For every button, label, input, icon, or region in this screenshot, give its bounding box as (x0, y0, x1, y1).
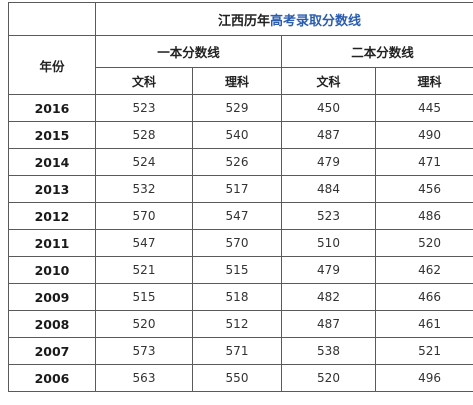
table-row: 2009 515 518 482 466 (8, 283, 473, 311)
title-blank-cell (8, 2, 96, 36)
group-header-row: 年份 一本分数线 二本分数线 (8, 35, 473, 95)
tier2-science-cell: 462 (374, 256, 473, 284)
tier2-arts-cell: 487 (281, 310, 376, 338)
table-row: 2008 520 512 487 461 (8, 310, 473, 338)
tier2-arts-cell: 479 (281, 256, 376, 284)
group-header-tier2: 二本分数线 (280, 35, 473, 68)
tier2-science-cell: 471 (374, 148, 473, 176)
tier1-arts-cell: 521 (95, 256, 193, 284)
year-column-header: 年份 (8, 35, 96, 95)
sub-header-tier1-arts: 文科 (95, 67, 193, 95)
table-row: 2006 563 550 520 496 (8, 364, 473, 392)
tier1-arts-cell: 528 (95, 121, 193, 149)
tier2-science-cell: 490 (374, 121, 473, 149)
table-row: 2014 524 526 479 471 (8, 148, 473, 176)
tier2-science-cell: 445 (374, 94, 473, 122)
tier1-arts-cell: 532 (95, 175, 193, 203)
year-cell: 2011 (8, 229, 96, 257)
year-cell: 2015 (8, 121, 96, 149)
tier1-science-cell: 526 (192, 148, 282, 176)
year-cell: 2014 (8, 148, 96, 176)
table-title-link[interactable]: 高考录取分数线 (270, 13, 362, 29)
tier2-science-cell: 486 (374, 202, 473, 230)
sub-header-tier1-science: 理科 (192, 67, 282, 95)
table-row: 2010 521 515 479 462 (8, 256, 473, 284)
tier1-arts-cell: 563 (95, 364, 193, 392)
tier1-science-cell: 518 (192, 283, 282, 311)
tier1-arts-cell: 524 (95, 148, 193, 176)
tier1-science-cell: 550 (192, 364, 282, 392)
year-cell: 2016 (8, 94, 96, 122)
tier1-science-cell: 540 (192, 121, 282, 149)
year-cell: 2008 (8, 310, 96, 338)
year-cell: 2013 (8, 175, 96, 203)
table-row: 2013 532 517 484 456 (8, 175, 473, 203)
year-cell: 2006 (8, 364, 96, 392)
tier2-arts-cell: 482 (281, 283, 376, 311)
tier2-science-cell: 521 (374, 337, 473, 365)
tier2-science-cell: 520 (374, 229, 473, 257)
tier2-science-cell: 466 (374, 283, 473, 311)
tier2-arts-cell: 487 (281, 121, 376, 149)
tier2-science-cell: 461 (374, 310, 473, 338)
tier1-arts-cell: 523 (95, 94, 193, 122)
sub-header-row: 文科 理科 文科 理科 (9, 67, 473, 95)
tier2-arts-cell: 523 (281, 202, 376, 230)
tier2-arts-cell: 510 (281, 229, 376, 257)
table-row: 2016 523 529 450 445 (8, 94, 473, 122)
table-body: 2016 523 529 450 445 2015 528 540 487 490 2014 524 5… (8, 94, 473, 392)
tier1-arts-cell: 573 (95, 337, 193, 365)
tier1-arts-cell: 520 (95, 310, 193, 338)
tier2-arts-cell: 479 (281, 148, 376, 176)
sub-header-tier2-science: 理科 (374, 67, 473, 95)
tier2-arts-cell: 450 (281, 94, 376, 122)
table-title: 江西历年高考录取分数线 (94, 2, 473, 36)
table-row: 2015 528 540 487 490 (8, 121, 473, 149)
tier1-science-cell: 515 (192, 256, 282, 284)
tier1-arts-cell: 547 (95, 229, 193, 257)
table-row: 2011 547 570 510 520 (8, 229, 473, 257)
year-cell: 2007 (8, 337, 96, 365)
tier1-science-cell: 512 (192, 310, 282, 338)
table-title-prefix: 江西历年 (218, 13, 271, 29)
tier2-arts-cell: 538 (281, 337, 376, 365)
score-table: 江西历年高考录取分数线 年份 一本分数线 二本分数线 文科 理科 文科 理科 2… (8, 2, 473, 392)
tier1-science-cell: 547 (192, 202, 282, 230)
tier2-arts-cell: 520 (281, 364, 376, 392)
tier1-science-cell: 570 (192, 229, 282, 257)
tier1-arts-cell: 570 (95, 202, 193, 230)
tier1-science-cell: 529 (192, 94, 282, 122)
group-header-tier1: 一本分数线 (95, 35, 282, 68)
table-row: 2007 573 571 538 521 (8, 337, 473, 365)
table-row: 2012 570 547 523 486 (8, 202, 473, 230)
sub-header-tier2-arts: 文科 (281, 67, 376, 95)
tier1-science-cell: 571 (192, 337, 282, 365)
tier1-arts-cell: 515 (95, 283, 193, 311)
year-cell: 2010 (8, 256, 96, 284)
tier2-science-cell: 456 (374, 175, 473, 203)
tier1-science-cell: 517 (192, 175, 282, 203)
tier2-science-cell: 496 (374, 364, 473, 392)
year-cell: 2009 (8, 283, 96, 311)
title-row: 江西历年高考录取分数线 (8, 2, 473, 36)
year-cell: 2012 (8, 202, 96, 230)
tier2-arts-cell: 484 (281, 175, 376, 203)
